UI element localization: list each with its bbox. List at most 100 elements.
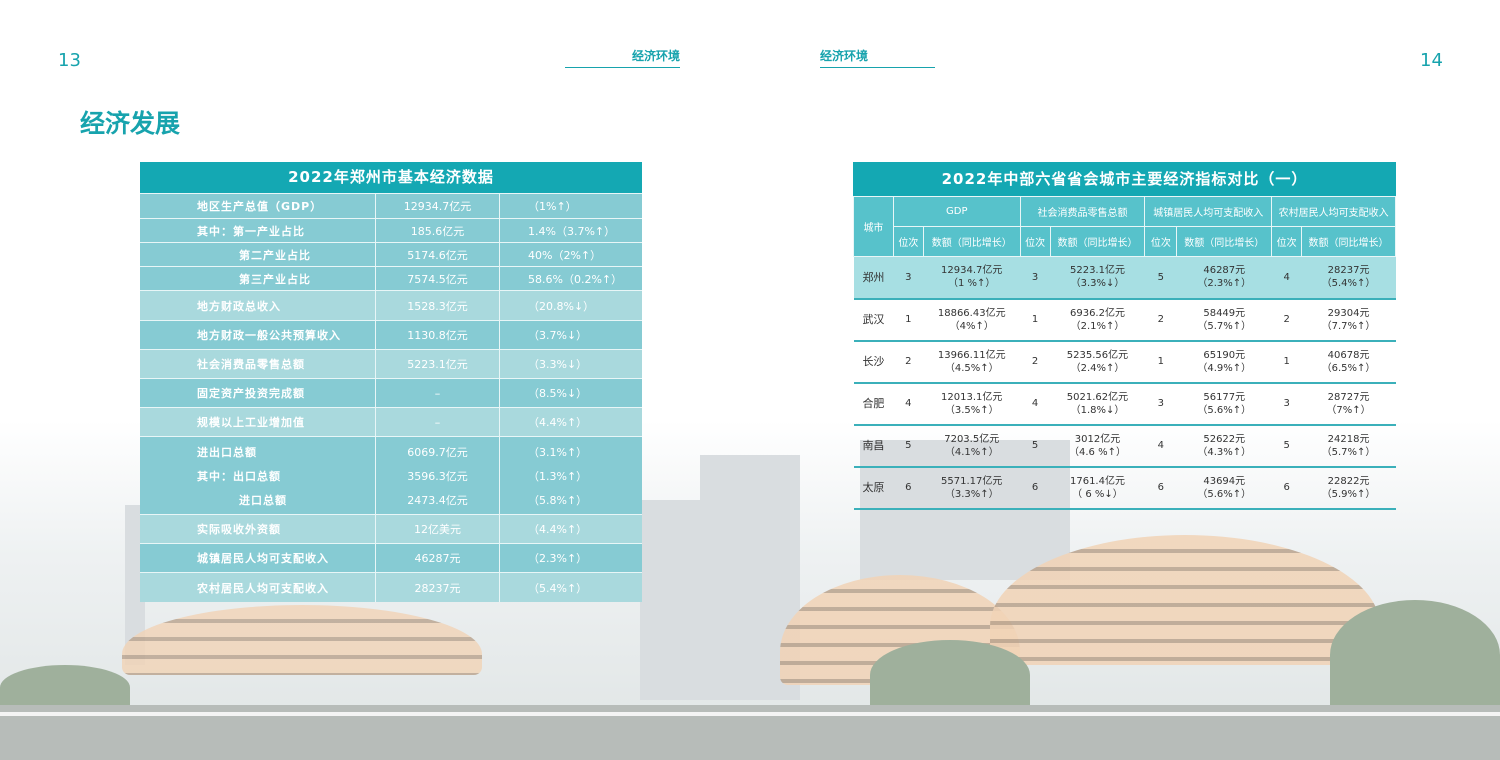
amount: 65190元	[1203, 349, 1246, 361]
amount: 12934.7亿元	[941, 265, 1003, 277]
indicator-label: 地方财政一般公共预算收入	[197, 329, 341, 342]
building	[700, 455, 800, 515]
city-name: 太原	[853, 466, 894, 510]
value-cell: 24218元 （5.7%↑）	[1301, 424, 1396, 468]
growth-rate: （ 6 %↓）	[1072, 488, 1123, 500]
city-name: 长沙	[853, 340, 894, 384]
rank-header: 位次	[1271, 226, 1303, 257]
zhengzhou-economic-data-table: 2022年郑州市基本经济数据 地区生产总值（GDP） 12934.7亿元 （1%↑）…	[140, 162, 642, 602]
table-row: 实际吸收外资额 12亿美元 （4.4%↑）	[140, 514, 642, 543]
rank-cell: 4	[1020, 382, 1051, 426]
value: 185.6亿元	[410, 224, 465, 238]
value-cell: 5223.1亿元 （3.3%↓）	[1050, 256, 1145, 300]
growth-rate: （5.7%↑）	[1197, 320, 1252, 332]
value: 5223.1亿元	[407, 358, 468, 371]
table-row: 武汉 1 18866.43亿元 （4%↑） 1 6936.2亿元 （2.1%↑） 2 58449…	[853, 298, 1396, 342]
growth-rate: （3.7%↓）	[528, 329, 588, 342]
value-cell: 46287元	[375, 544, 499, 572]
city-name: 合肥	[853, 382, 894, 426]
value-cell: –	[375, 379, 499, 407]
growth-rate: （4%↑）	[949, 320, 994, 332]
rank-cell: 2	[1020, 340, 1051, 384]
growth-rate: （1.3%↑）	[528, 469, 588, 483]
value-cell: 65190元 （4.9%↑）	[1176, 340, 1272, 384]
growth-rate: （4.9%↑）	[1197, 362, 1252, 374]
value: 5174.6亿元	[407, 248, 468, 262]
value-cell: 5223.1亿元	[375, 350, 499, 378]
amount: 29304元	[1327, 307, 1370, 319]
section-label-right: 经济环境	[820, 47, 935, 68]
table-row: 农村居民人均可支配收入 28237元 （5.4%↑）	[140, 572, 642, 602]
rank-cell: 4	[1271, 256, 1302, 300]
value-cell: –	[375, 408, 499, 436]
growth-rate: 58.6%（0.2%↑）	[528, 272, 623, 286]
table-title: 2022年郑州市基本经济数据	[140, 162, 642, 193]
value: 3596.3亿元	[407, 469, 468, 483]
amount: 46287元	[1203, 265, 1246, 277]
table-row: 地区生产总值（GDP） 12934.7亿元 （1%↑）	[140, 193, 642, 218]
value-cell: 29304元 （7.7%↑）	[1301, 298, 1396, 342]
growth-rate: （8.5%↓）	[528, 387, 588, 400]
table-row: 南昌 5 7203.5亿元 （4.1%↑） 5 3012亿元 （4.6 %↑） 4 52622元…	[853, 424, 1396, 468]
dome-building	[122, 605, 482, 675]
amount: 22822元	[1327, 475, 1370, 487]
table-row: 长沙 2 13966.11亿元 （4.5%↑） 2 5235.56亿元 （2.4%↑） 1 65…	[853, 340, 1396, 384]
section-label-left: 经济环境	[565, 47, 680, 68]
value-cell: 1761.4亿元（ 6 %↓）	[1050, 466, 1145, 510]
rank-cell: 6	[1020, 466, 1051, 510]
growth-rate: （5.8%↑）	[528, 493, 588, 507]
value-cell: 6069.7亿元 3596.3亿元 2473.4亿元	[375, 437, 499, 514]
table-row: 城镇居民人均可支配收入 46287元 （2.3%↑）	[140, 543, 642, 572]
value-cell: 28237元 （5.4%↑）	[1301, 256, 1396, 300]
value-cell: 7203.5亿元 （4.1%↑）	[923, 424, 1021, 468]
rank-cell: 6	[1144, 466, 1177, 510]
page-heading: 经济发展	[80, 109, 181, 138]
amount: 7203.5亿元	[944, 433, 1000, 445]
growth-rate: （4.1%↑）	[944, 446, 999, 458]
value: 12亿美元	[414, 523, 461, 536]
rank-cell: 1	[1271, 340, 1302, 384]
growth-rate: （3.5%↑）	[944, 404, 999, 416]
indicator-label: 第三产业占比	[239, 272, 311, 286]
rank-cell: 1	[1020, 298, 1051, 342]
amount: 56177元	[1203, 391, 1246, 403]
growth-rate: （4.4%↑）	[528, 523, 588, 536]
rank-cell: 3	[1271, 382, 1302, 426]
value-cell: 12013.1亿元 （3.5%↑）	[923, 382, 1021, 426]
value-cell: 5021.62亿元 （1.8%↓）	[1050, 382, 1145, 426]
trees	[0, 665, 130, 710]
value: 7574.5亿元	[407, 272, 468, 286]
growth-cell: （3.3%↓）	[499, 350, 642, 378]
value: –	[434, 386, 441, 400]
indicator-label: 其中：出口总额	[197, 469, 281, 483]
rank-cell: 6	[893, 466, 924, 510]
growth-rate: （5.9%↑）	[1321, 488, 1376, 500]
table-row: 第三产业占比 7574.5亿元 58.6%（0.2%↑）	[140, 266, 642, 290]
group-header: GDP	[892, 196, 1021, 227]
value: 6069.7亿元	[407, 445, 468, 459]
growth-rate: （5.4%↑）	[528, 581, 588, 595]
indicator-label: 农村居民人均可支配收入	[197, 581, 329, 595]
value: 28237元	[414, 581, 461, 595]
indicator-cell: 固定资产投资完成额	[140, 379, 375, 407]
amount: 52622元	[1203, 433, 1246, 445]
amount: 5235.56亿元	[1066, 349, 1129, 361]
central-capitals-comparison-table: 2022年中部六省省会城市主要经济指标对比（一） 城市 GDP 社会消费品零售总额城…	[853, 162, 1396, 510]
table-row: 地方财政总收入 1528.3亿元 （20.8%↓）	[140, 290, 642, 320]
amount: 5571.17亿元	[941, 475, 1003, 487]
indicator-cell: 城镇居民人均可支配收入	[140, 544, 375, 572]
indicator-cell: 规模以上工业增加值	[140, 408, 375, 436]
trees	[870, 640, 1030, 710]
growth-rate: （2.1%↑）	[1070, 320, 1125, 332]
indicator-label: 规模以上工业增加值	[197, 416, 305, 429]
indicator-label: 进出口总额	[197, 445, 257, 459]
amount: 13966.11亿元	[937, 349, 1006, 361]
growth-rate: （3.3%↓）	[1070, 278, 1125, 290]
growth-cell: （20.8%↓）	[499, 291, 642, 320]
growth-rate: （2.3%↑）	[528, 552, 588, 565]
indicator-label: 地方财政总收入	[197, 299, 281, 313]
indicator-label: 第二产业占比	[239, 248, 311, 262]
growth-cell: （4.4%↑）	[499, 408, 642, 436]
rank-header: 位次	[1144, 226, 1178, 257]
growth-rate: 1.4%（3.7%↑）	[528, 224, 616, 238]
